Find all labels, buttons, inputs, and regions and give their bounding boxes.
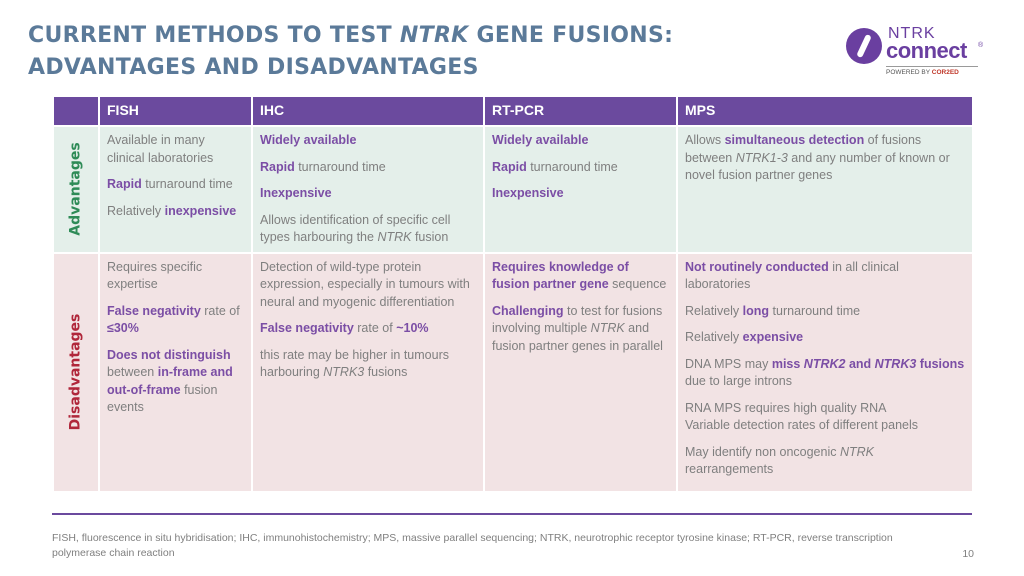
fish-adv-item: Available in many clinical laboratories — [107, 133, 214, 165]
mps-advantages-cell: Allows simultaneous detection of fusions… — [676, 125, 974, 254]
ihc-adv-item: Widely available — [260, 133, 357, 147]
mps-dis-item: Relatively long turnaround time — [685, 303, 861, 318]
header-rt-pcr: RT-PCR — [483, 95, 678, 127]
mps-disadvantages-cell: Not routinely conducted in all clinical … — [676, 251, 974, 493]
ihc-adv-item: Allows identification of specific cell t… — [260, 212, 451, 245]
table-header-row: FISH IHC RT-PCR MPS — [52, 95, 974, 127]
logo-connect-text: connect — [886, 38, 967, 63]
advantages-label-cell: Advantages — [52, 125, 100, 254]
rtpcr-dis-item: Challenging to test for fusions involvin… — [492, 303, 663, 353]
rtpcr-dis-item: Requires knowledge of fusion partner gen… — [492, 259, 667, 292]
ihc-adv-item: Rapid turnaround time — [260, 159, 386, 174]
ntrk-connect-logo-icon — [846, 28, 882, 64]
ihc-adv-item: Inexpensive — [260, 186, 332, 200]
mps-dis-item: May identify non oncogenic NTRK rearrang… — [685, 444, 874, 477]
fish-adv-item: Relatively inexpensive — [107, 203, 237, 218]
mps-dis-item: Not routinely conducted in all clinical … — [685, 259, 899, 292]
fish-dis-item: Does not distinguish between in-frame an… — [107, 347, 233, 415]
fish-adv-item: Rapid turnaround time — [107, 177, 233, 191]
rtpcr-adv-item: Widely available — [492, 133, 589, 147]
mps-dis-item: RNA MPS requires high quality RNA Variabl… — [685, 400, 919, 433]
ihc-disadvantages-cell: Detection of wild-type protein expressio… — [251, 251, 485, 493]
header-corner — [52, 95, 100, 127]
page-title: CURRENT METHODS TO TEST NTRK GENE FUSION… — [28, 20, 788, 84]
logo-divider — [886, 66, 978, 67]
advantages-label: Advantages — [67, 142, 84, 236]
ntrk-connect-logo: NTRK connect ® POWERED BY COR2ED — [846, 25, 986, 82]
disadvantages-label-cell: Disadvantages — [52, 251, 100, 493]
ihc-dis-item: False negativity rate of ~10% — [260, 321, 429, 335]
fish-advantages-cell: Available in many clinical laboratories … — [98, 125, 253, 254]
rt-pcr-disadvantages-cell: Requires knowledge of fusion partner gen… — [483, 251, 678, 493]
header-ihc: IHC — [251, 95, 485, 127]
disadvantages-row: Disadvantages Requires specific expertis… — [52, 251, 974, 493]
logo-ntrk-text: NTRK — [888, 25, 936, 42]
fish-dis-item: Requires specific expertise — [107, 259, 203, 292]
ihc-dis-item: Detection of wild-type protein expressio… — [260, 259, 470, 309]
mps-dis-item: Relatively expensive — [685, 330, 804, 344]
logo-registered-mark: ® — [978, 42, 984, 49]
rtpcr-adv-item: Inexpensive — [492, 186, 564, 200]
page-number: 10 — [962, 548, 974, 560]
rt-pcr-advantages-cell: Widely available Rapid turnaround time I… — [483, 125, 678, 254]
fish-dis-item: False negativity rate of ≤30% — [107, 303, 240, 336]
rtpcr-adv-item: Rapid turnaround time — [492, 159, 618, 174]
title-line-2: ADVANTAGES AND DISADVANTAGES — [28, 55, 479, 80]
header-fish: FISH — [98, 95, 253, 127]
fish-disadvantages-cell: Requires specific expertise False negati… — [98, 251, 253, 493]
title-line-1: CURRENT METHODS TO TEST NTRK GENE FUSION… — [28, 23, 674, 48]
disadvantages-label: Disadvantages — [67, 313, 84, 431]
mps-adv-item: Allows simultaneous detection of fusions… — [685, 133, 950, 182]
ihc-dis-item: this rate may be higher in tumours harbo… — [260, 347, 449, 380]
header-mps: MPS — [676, 95, 974, 127]
ihc-advantages-cell: Widely available Rapid turnaround time I… — [251, 125, 485, 254]
abbreviations-footnote: FISH, fluorescence in situ hybridisation… — [52, 532, 893, 559]
logo-powered-by: POWERED BY COR2ED — [886, 69, 959, 76]
methods-comparison-table: FISH IHC RT-PCR MPS Advantages Available… — [52, 95, 974, 493]
advantages-row: Advantages Available in many clinical la… — [52, 125, 974, 254]
mps-dis-item: DNA MPS may miss NTRK2 and NTRK3 fusions… — [685, 356, 965, 389]
footer-divider — [52, 513, 972, 515]
